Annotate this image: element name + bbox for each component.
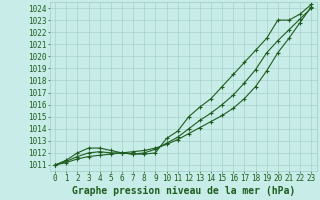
X-axis label: Graphe pression niveau de la mer (hPa): Graphe pression niveau de la mer (hPa) (72, 186, 295, 196)
